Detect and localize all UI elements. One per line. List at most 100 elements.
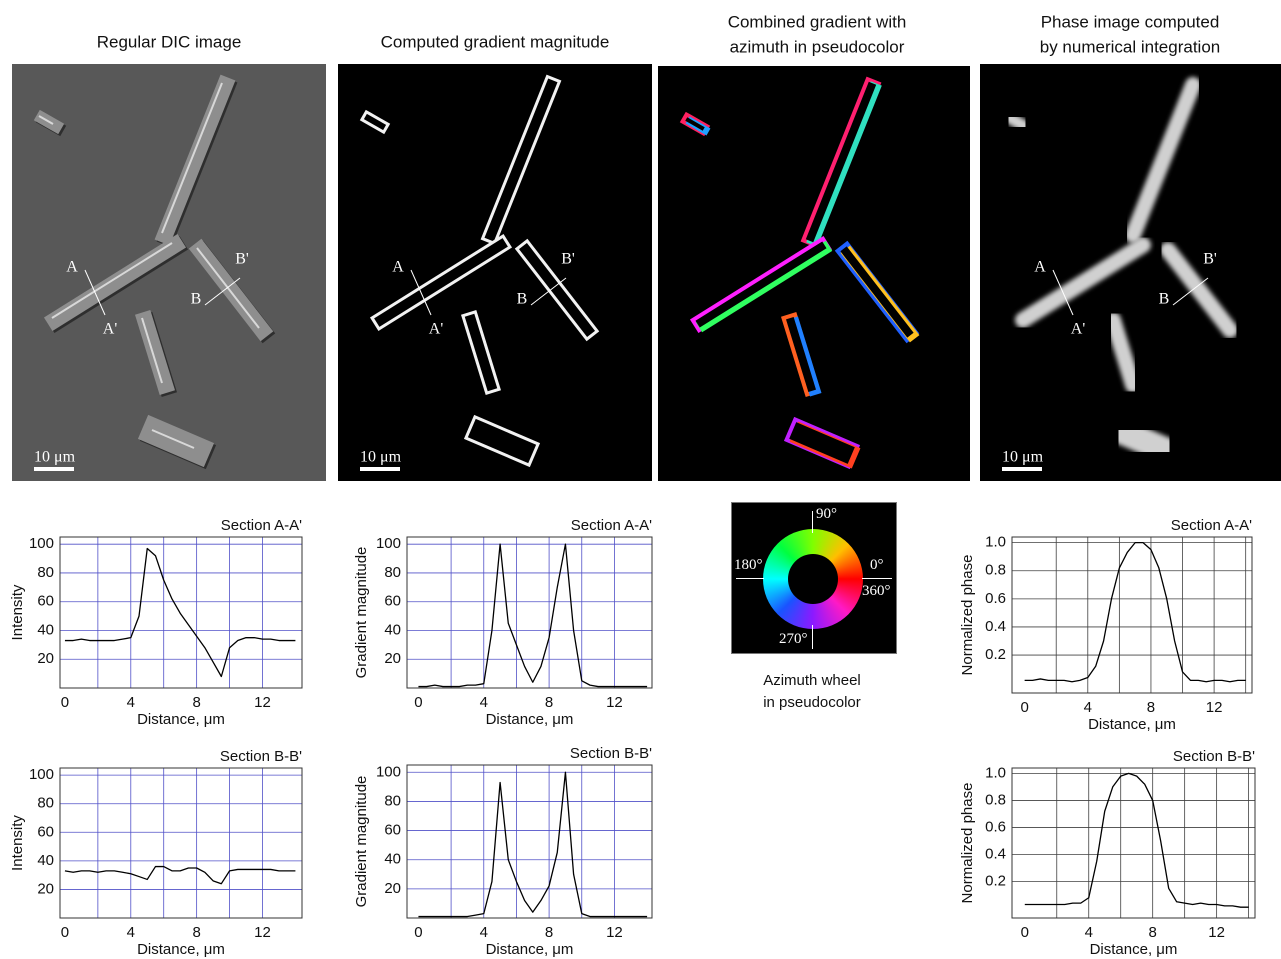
y-tick-label: 60 bbox=[37, 593, 54, 610]
wheel-tick bbox=[862, 578, 892, 579]
x-tick-label: 8 bbox=[545, 924, 553, 941]
data-line bbox=[418, 772, 647, 916]
x-tick-label: 4 bbox=[1085, 924, 1093, 941]
y-tick-label: 100 bbox=[376, 535, 401, 552]
y-tick-label: 40 bbox=[37, 621, 54, 638]
x-tick-label: 8 bbox=[192, 694, 200, 711]
section-label: B' bbox=[1203, 251, 1217, 268]
x-tick-label: 4 bbox=[127, 924, 135, 941]
section-label: B' bbox=[235, 251, 249, 268]
wheel-tick bbox=[812, 511, 813, 533]
plot-frame bbox=[1012, 768, 1255, 918]
x-tick-label: 8 bbox=[1147, 699, 1155, 716]
y-axis-label: Normalized phase bbox=[959, 783, 976, 904]
y-tick-label: 80 bbox=[37, 795, 54, 812]
x-axis-label: Distance, μm bbox=[1088, 716, 1176, 733]
y-tick-label: 20 bbox=[37, 650, 54, 667]
wheel-label: 360° bbox=[862, 583, 891, 600]
y-tick-label: 20 bbox=[384, 650, 401, 667]
y-tick-label: 1.0 bbox=[985, 534, 1006, 551]
image-panel: AA'BB'10 μm bbox=[338, 64, 652, 481]
data-line bbox=[418, 544, 647, 686]
panel-title: by numerical integration bbox=[1040, 37, 1220, 56]
section-label: A bbox=[66, 259, 78, 276]
x-tick-label: 4 bbox=[480, 694, 488, 711]
x-tick-label: 4 bbox=[127, 694, 135, 711]
image-panel: AA'BB'10 μm bbox=[12, 64, 326, 481]
y-tick-label: 20 bbox=[37, 880, 54, 897]
wheel-hole bbox=[788, 554, 838, 604]
chart-title: Section B-B' bbox=[220, 748, 302, 765]
y-axis-label: Gradient magnitude bbox=[353, 776, 370, 908]
panel-title: azimuth in pseudocolor bbox=[730, 37, 905, 56]
wheel-label: 270° bbox=[779, 631, 808, 648]
data-line bbox=[1025, 773, 1249, 907]
y-tick-label: 1.0 bbox=[985, 764, 1006, 781]
panel-title: Combined gradient with bbox=[728, 12, 907, 31]
section-label: A' bbox=[103, 321, 118, 338]
y-tick-label: 0.4 bbox=[985, 618, 1006, 635]
plot-frame bbox=[407, 765, 652, 918]
section-label: B bbox=[191, 291, 202, 308]
section-label: A bbox=[1034, 259, 1046, 276]
section-label: B bbox=[517, 291, 528, 308]
x-axis-label: Distance, μm bbox=[486, 711, 574, 728]
y-tick-label: 0.8 bbox=[985, 791, 1006, 808]
y-axis-label: Normalized phase bbox=[959, 555, 976, 676]
x-axis-label: Distance, μm bbox=[486, 941, 574, 958]
azimuth-wheel: 90° 0° 180° 360° 270° bbox=[731, 502, 897, 654]
x-tick-label: 4 bbox=[1084, 699, 1092, 716]
y-tick-label: 20 bbox=[384, 880, 401, 897]
y-tick-label: 0.4 bbox=[985, 845, 1006, 862]
x-tick-label: 0 bbox=[414, 694, 422, 711]
x-tick-label: 12 bbox=[254, 924, 271, 941]
chart-title: Section A-A' bbox=[221, 517, 302, 534]
image-panel: AA'BB'10 μm bbox=[980, 64, 1281, 481]
chart-title: Section B-B' bbox=[1173, 748, 1255, 765]
plot-frame bbox=[60, 768, 302, 918]
data-line bbox=[1025, 543, 1246, 682]
y-tick-label: 0.2 bbox=[985, 872, 1006, 889]
y-axis-label: Intensity bbox=[9, 815, 26, 871]
x-tick-label: 8 bbox=[545, 694, 553, 711]
section-label: A' bbox=[1071, 321, 1086, 338]
data-line bbox=[65, 549, 295, 677]
scale-bar bbox=[34, 467, 74, 471]
rod bbox=[1123, 432, 1165, 450]
plot-frame bbox=[60, 537, 302, 688]
chart-title: Section A-A' bbox=[571, 517, 652, 534]
x-tick-label: 12 bbox=[1208, 924, 1225, 941]
y-tick-label: 40 bbox=[384, 621, 401, 638]
y-tick-label: 100 bbox=[29, 535, 54, 552]
wheel-tick bbox=[736, 578, 764, 579]
y-tick-label: 40 bbox=[37, 852, 54, 869]
figure: Azimuth wheel in pseudocolor Regular DIC… bbox=[0, 0, 1281, 959]
wheel-tick bbox=[812, 625, 813, 649]
y-axis-label: Intensity bbox=[9, 584, 26, 640]
y-axis-label: Gradient magnitude bbox=[353, 547, 370, 679]
x-tick-label: 0 bbox=[61, 694, 69, 711]
rod bbox=[1010, 118, 1024, 126]
y-tick-label: 60 bbox=[384, 593, 401, 610]
y-tick-label: 80 bbox=[384, 564, 401, 581]
wheel-caption: in pseudocolor bbox=[763, 694, 861, 711]
scale-bar bbox=[1002, 467, 1042, 471]
plot-frame bbox=[1012, 537, 1252, 693]
panel-title: Phase image computed bbox=[1041, 12, 1220, 31]
x-tick-label: 4 bbox=[480, 924, 488, 941]
y-tick-label: 0.8 bbox=[985, 562, 1006, 579]
y-tick-label: 60 bbox=[384, 822, 401, 839]
x-tick-label: 12 bbox=[606, 924, 623, 941]
x-tick-label: 0 bbox=[1021, 924, 1029, 941]
y-tick-label: 80 bbox=[37, 564, 54, 581]
x-tick-label: 12 bbox=[1206, 699, 1223, 716]
y-tick-label: 0.2 bbox=[985, 646, 1006, 663]
y-tick-label: 0.6 bbox=[985, 818, 1006, 835]
y-tick-label: 100 bbox=[376, 763, 401, 780]
x-tick-label: 12 bbox=[606, 694, 623, 711]
section-label: A bbox=[392, 259, 404, 276]
panel-title: Regular DIC image bbox=[97, 32, 242, 51]
wheel-label: 180° bbox=[734, 557, 763, 574]
wheel-ring bbox=[763, 529, 863, 629]
x-tick-label: 8 bbox=[192, 924, 200, 941]
